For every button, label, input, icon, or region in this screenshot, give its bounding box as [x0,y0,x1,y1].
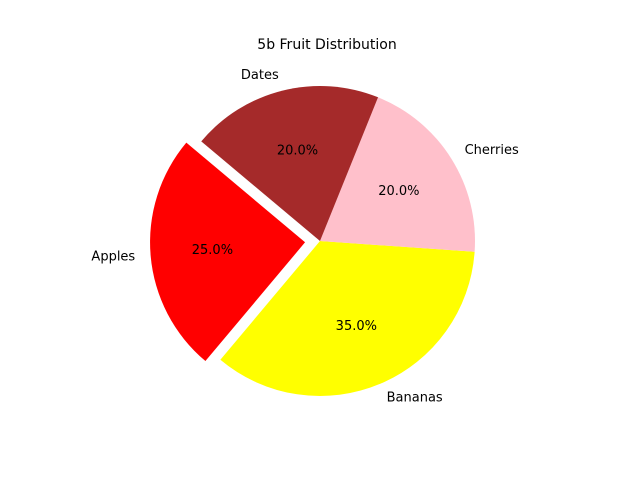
pie-slice-bananas [220,241,475,396]
slice-percent-dates: 20.0% [277,143,318,158]
pie-labels: Apples 25.0% Bananas 35.0% Cherries 20.0% Date… [91,68,519,405]
slice-label-apples: Apples [91,250,135,265]
slice-percent-apples: 25.0% [192,243,233,258]
slice-label-cherries: Cherries [465,143,519,158]
pie-slices [150,85,476,396]
slice-percent-bananas: 35.0% [336,319,377,334]
pie-slice-apples [150,142,306,362]
pie-slice-dates [201,85,379,241]
pie-slice-cherries [320,97,476,252]
chart-title: 5b Fruit Distribution [257,37,396,53]
slice-label-bananas: Bananas [387,390,443,405]
slice-percent-cherries: 20.0% [378,184,419,199]
slice-label-dates: Dates [241,68,279,83]
